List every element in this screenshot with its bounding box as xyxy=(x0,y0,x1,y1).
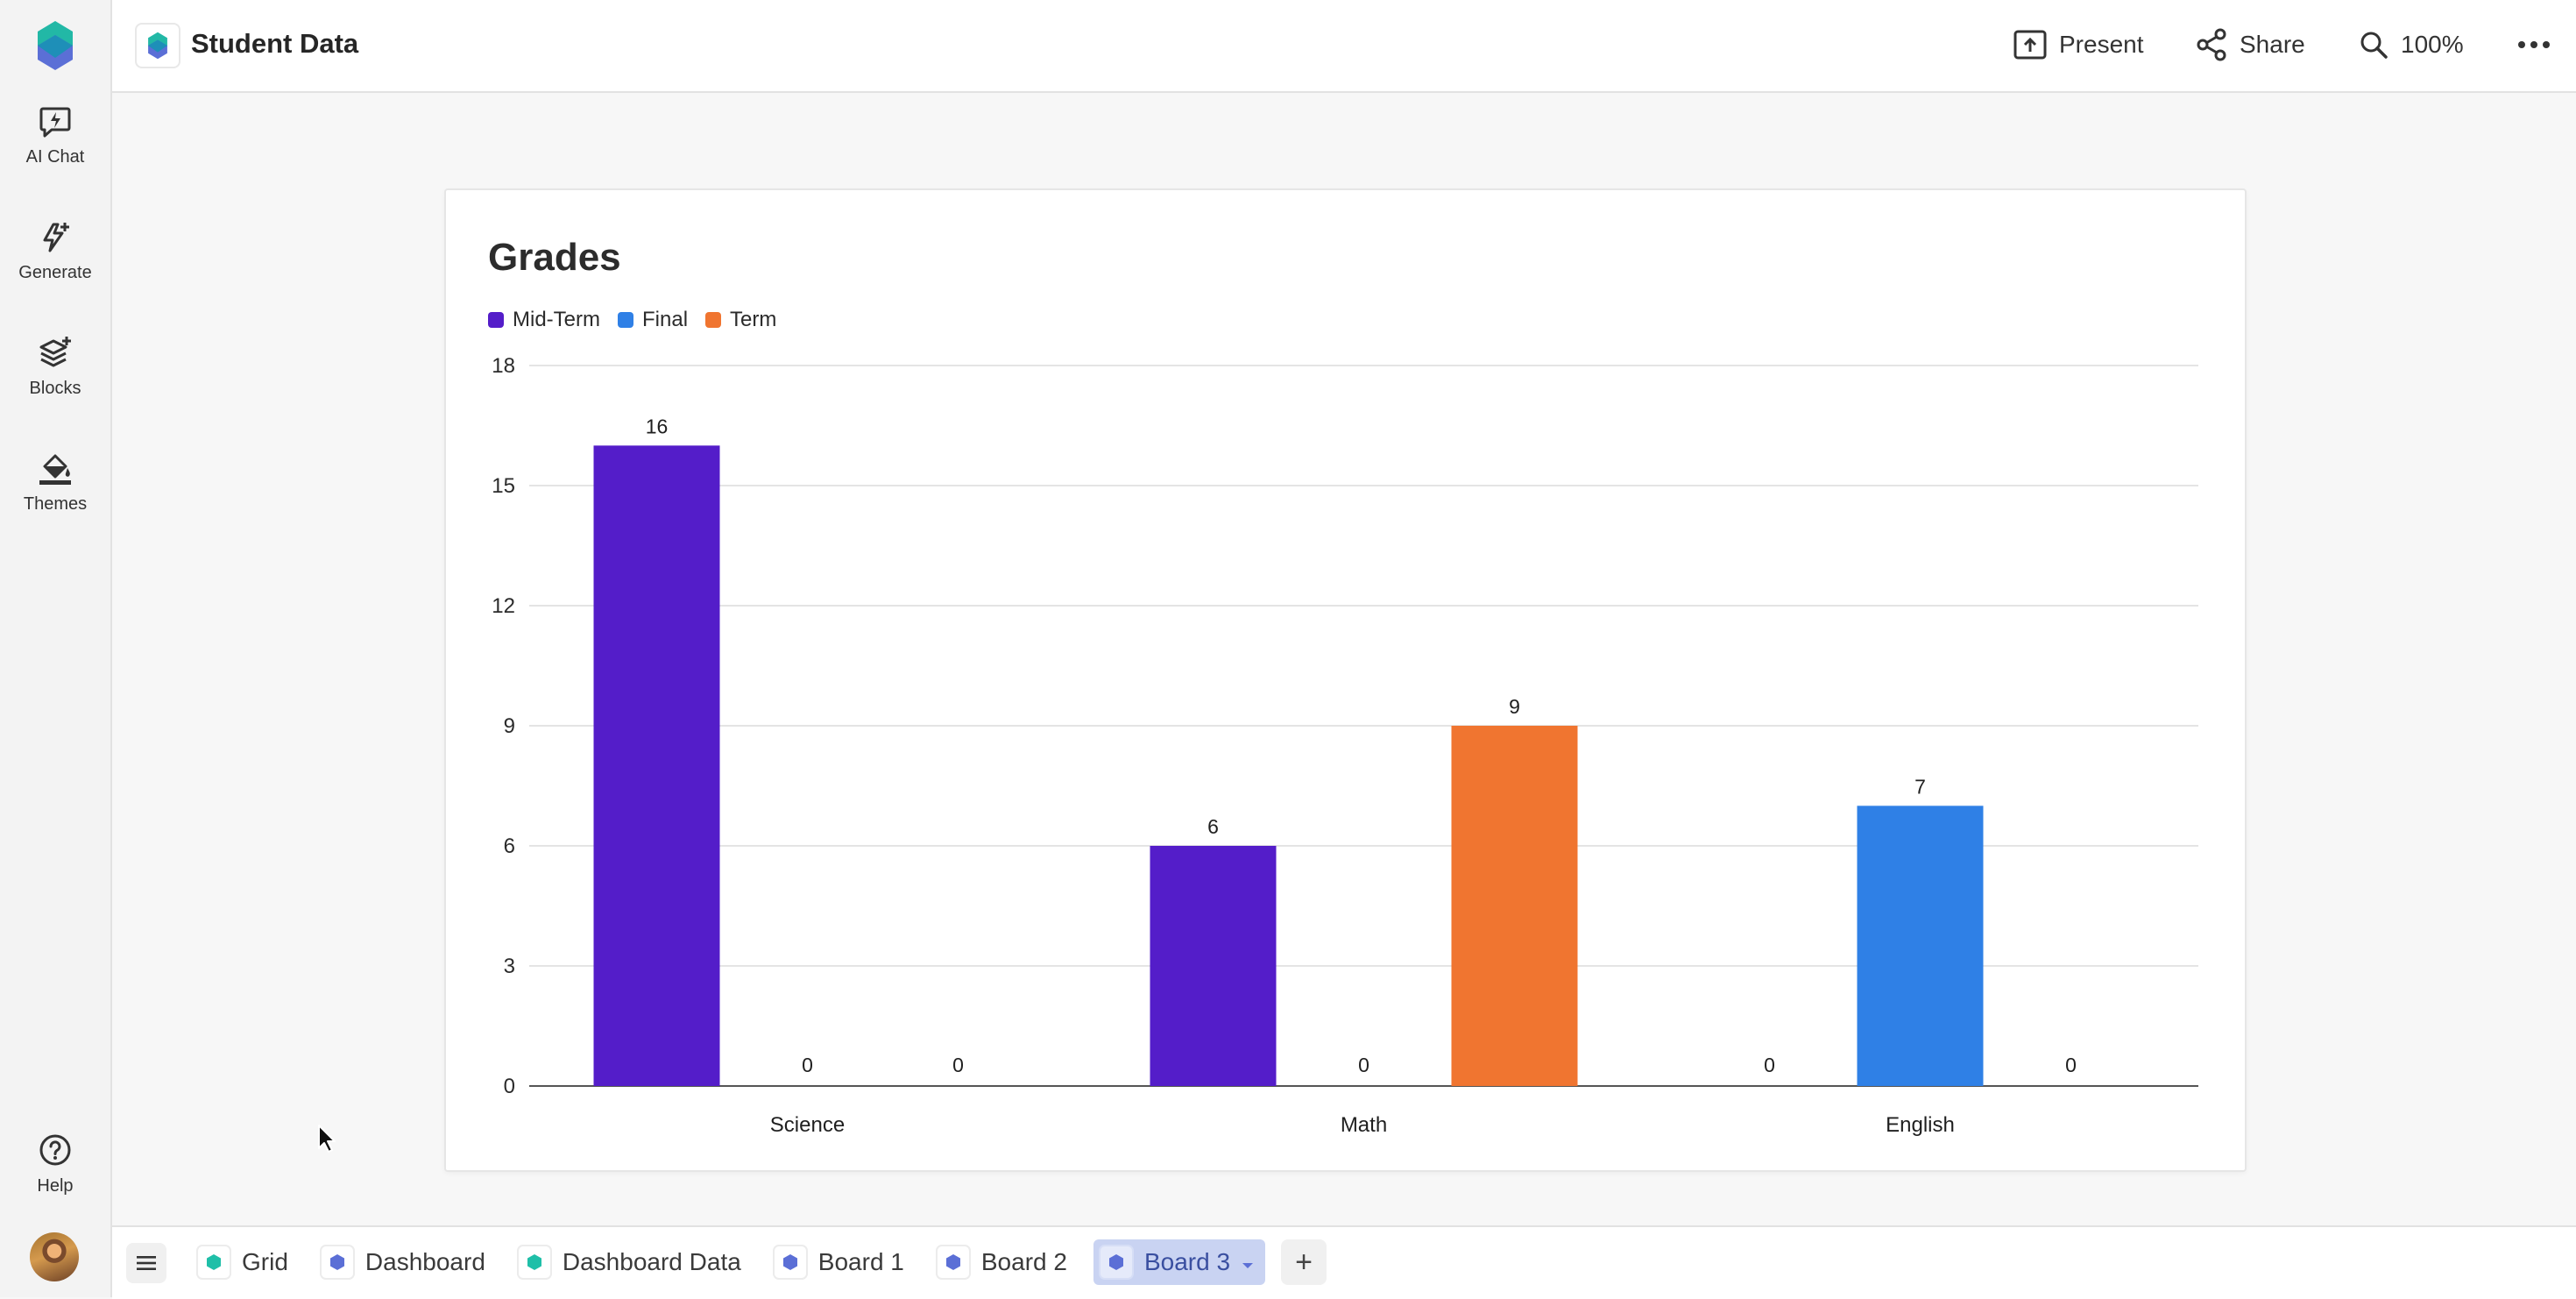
tab-dashboard[interactable]: Dashboard xyxy=(315,1239,496,1285)
x-tick-label: Science xyxy=(770,1113,845,1137)
present-icon xyxy=(2013,30,2047,60)
left-rail: AI Chat Generate Blocks Themes xyxy=(0,0,112,1297)
tab-label: Board 1 xyxy=(817,1248,904,1275)
mouse-cursor-icon xyxy=(317,1124,336,1158)
y-tick-label: 15 xyxy=(492,474,515,498)
rail-item-help[interactable]: Help xyxy=(0,1132,110,1196)
share-label: Share xyxy=(2240,31,2305,58)
tab-label: Dashboard xyxy=(364,1248,485,1275)
hamburger-menu-icon xyxy=(137,1256,156,1270)
legend-item-mid-term[interactable]: Mid-Term xyxy=(488,308,600,332)
rail-item-generate[interactable]: Generate xyxy=(0,219,110,283)
chart-card[interactable]: Grades Mid-Term Final Term 0 3 6 9 12 15 18 16 0… xyxy=(444,188,2247,1172)
sheet-icon xyxy=(935,1245,971,1280)
more-horizontal-icon xyxy=(2518,41,2550,48)
present-button[interactable]: Present xyxy=(2013,23,2144,67)
doc-title[interactable]: Student Data xyxy=(191,28,359,59)
y-tick-label: 0 xyxy=(504,1075,515,1098)
bar-mid-term-science xyxy=(593,445,720,1086)
legend-item-term[interactable]: Term xyxy=(705,308,776,332)
add-tab-button[interactable]: + xyxy=(1281,1239,1327,1285)
sheet-icon xyxy=(196,1245,231,1280)
rail-label-blocks: Blocks xyxy=(29,379,81,398)
sheets-menu-button[interactable] xyxy=(126,1243,166,1283)
tab-label: Dashboard Data xyxy=(562,1248,741,1275)
sheet-icon xyxy=(516,1245,552,1280)
sheet-icon xyxy=(319,1245,355,1280)
ai-chat-icon xyxy=(39,107,71,138)
data-label: 6 xyxy=(1207,815,1219,838)
tab-dropdown-caret-icon[interactable] xyxy=(1241,1248,1255,1276)
more-options-button[interactable] xyxy=(2516,23,2551,67)
data-label: 0 xyxy=(1358,1054,1369,1076)
y-tick-label: 18 xyxy=(492,354,515,378)
rail-label-themes: Themes xyxy=(23,494,88,514)
tab-label: Grid xyxy=(242,1248,288,1275)
legend-swatch-final xyxy=(618,312,633,328)
legend-label-term: Term xyxy=(730,308,777,331)
chart-title: Grades xyxy=(488,236,621,279)
sheet-icon xyxy=(1098,1245,1134,1280)
bottom-tab-bar: Grid Dashboard Dashboard Data Board 1 Board … xyxy=(112,1225,2576,1299)
data-label: 0 xyxy=(1764,1054,1775,1076)
data-label: 9 xyxy=(1509,695,1520,718)
x-tick-label: English xyxy=(1886,1113,1955,1137)
tab-label: Board 3 xyxy=(1143,1248,1231,1275)
chart-legend: Mid-Term Final Term xyxy=(488,308,776,332)
y-tick-label: 3 xyxy=(504,955,515,978)
tab-list: Grid Dashboard Dashboard Data Board 1 Board … xyxy=(191,1239,1327,1285)
tab-grid[interactable]: Grid xyxy=(191,1239,299,1285)
sheet-icon xyxy=(772,1245,808,1280)
top-header: Student Data Present Share 100% xyxy=(112,0,2576,93)
share-icon xyxy=(2197,28,2226,61)
legend-swatch-mid-term xyxy=(488,312,504,328)
data-label: 0 xyxy=(802,1054,813,1076)
share-button[interactable]: Share xyxy=(2196,23,2305,67)
bar-term-math xyxy=(1451,726,1578,1086)
tab-label: Board 2 xyxy=(980,1248,1067,1275)
user-avatar[interactable] xyxy=(30,1232,79,1281)
zoom-label: 100% xyxy=(2401,31,2464,58)
y-tick-label: 9 xyxy=(504,714,515,738)
tab-dashboard-data[interactable]: Dashboard Data xyxy=(512,1239,752,1285)
legend-item-final[interactable]: Final xyxy=(618,308,688,332)
legend-label-mid-term: Mid-Term xyxy=(513,308,600,331)
doc-logo-icon xyxy=(135,23,180,68)
blocks-icon xyxy=(39,337,71,367)
help-icon xyxy=(39,1134,71,1166)
rail-item-blocks[interactable]: Blocks xyxy=(0,335,110,399)
legend-swatch-term xyxy=(705,312,722,328)
themes-icon xyxy=(39,454,71,485)
tab-board-1[interactable]: Board 1 xyxy=(768,1239,915,1285)
present-label: Present xyxy=(2059,31,2144,58)
rail-item-ai-chat[interactable]: AI Chat xyxy=(0,103,110,167)
tab-board-2[interactable]: Board 2 xyxy=(931,1239,1078,1285)
legend-label-final: Final xyxy=(642,308,689,331)
data-label: 7 xyxy=(1914,775,1926,798)
data-label: 0 xyxy=(952,1054,964,1076)
tab-board-3[interactable]: Board 3 xyxy=(1093,1239,1266,1285)
data-label: 0 xyxy=(2065,1054,2077,1076)
data-label: 16 xyxy=(646,415,669,437)
generate-icon xyxy=(43,223,69,252)
y-tick-label: 12 xyxy=(492,594,515,618)
rail-label-help: Help xyxy=(37,1176,74,1196)
rail-item-themes[interactable]: Themes xyxy=(0,451,110,515)
x-tick-label: Math xyxy=(1341,1113,1387,1137)
zoom-icon xyxy=(2360,32,2388,59)
rail-label-ai-chat: AI Chat xyxy=(25,147,85,167)
bar-mid-term-math xyxy=(1150,846,1277,1086)
app-logo-icon[interactable] xyxy=(36,19,74,72)
bar-final-english xyxy=(1857,806,1984,1086)
bar-chart-plot: 0 3 6 9 12 15 18 16 0 0 Science 6 0 9 Math 0 7 0 English xyxy=(492,354,2198,1137)
zoom-control[interactable]: 100% xyxy=(2359,23,2464,67)
y-tick-label: 6 xyxy=(504,834,515,858)
rail-label-generate: Generate xyxy=(18,263,92,282)
